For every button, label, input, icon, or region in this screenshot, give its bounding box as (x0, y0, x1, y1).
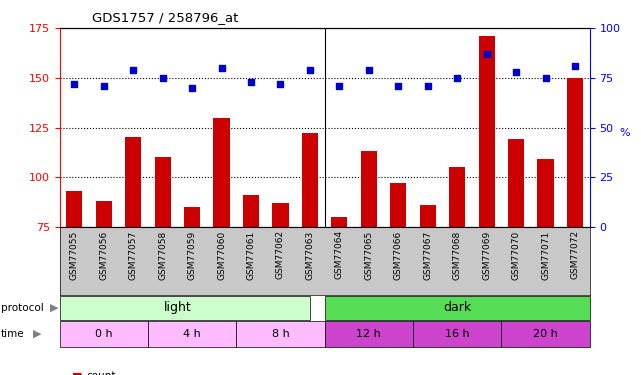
Text: 4 h: 4 h (183, 329, 201, 339)
Text: GSM77060: GSM77060 (217, 230, 226, 279)
Bar (237, 321, 324, 347)
Point (69, 81, 79, 87)
Text: GSM77055: GSM77055 (70, 230, 79, 279)
Text: count: count (87, 371, 116, 375)
Text: 8 h: 8 h (272, 329, 289, 339)
Text: light: light (163, 302, 191, 314)
Y-axis label: %: % (619, 128, 630, 138)
Text: 12 h: 12 h (356, 329, 381, 339)
Text: GSM77062: GSM77062 (276, 230, 285, 279)
Text: time: time (1, 329, 24, 339)
Bar (184, 207, 200, 227)
Bar (302, 134, 318, 227)
Text: GSM77068: GSM77068 (453, 230, 462, 279)
Text: GSM77059: GSM77059 (188, 230, 197, 279)
Text: GDS1757 / 258796_at: GDS1757 / 258796_at (92, 11, 238, 24)
Bar (420, 205, 436, 227)
Point (99, 83, 109, 89)
Text: GSM77066: GSM77066 (394, 230, 403, 279)
Text: 20 h: 20 h (533, 329, 558, 339)
Text: GSM77058: GSM77058 (158, 230, 167, 279)
Point (511, 69, 521, 75)
Bar (361, 152, 377, 227)
Bar (508, 140, 524, 227)
Point (246, 79, 256, 85)
Bar (537, 159, 554, 227)
Text: ▶: ▶ (33, 329, 42, 339)
Bar (449, 167, 465, 227)
Point (452, 75, 462, 81)
Text: GSM77072: GSM77072 (570, 230, 579, 279)
Bar (60, 321, 148, 347)
Bar (331, 217, 347, 227)
Text: GSM77056: GSM77056 (99, 230, 108, 279)
Bar (479, 36, 495, 227)
Point (393, 83, 403, 89)
Text: GSM77064: GSM77064 (335, 230, 344, 279)
Point (217, 65, 227, 71)
Text: GSM77067: GSM77067 (423, 230, 432, 279)
Text: dark: dark (443, 302, 471, 314)
Point (540, 75, 551, 81)
Bar (413, 321, 501, 347)
Text: GSM77061: GSM77061 (247, 230, 256, 279)
Text: GSM77071: GSM77071 (541, 230, 550, 279)
Bar (390, 183, 406, 227)
Bar (66, 191, 83, 227)
Point (128, 67, 138, 73)
Point (158, 75, 168, 81)
Point (305, 67, 315, 73)
Text: 0 h: 0 h (95, 329, 113, 339)
Text: ▶: ▶ (50, 303, 58, 313)
Bar (324, 321, 413, 347)
Point (570, 63, 580, 69)
Bar (272, 203, 288, 227)
Bar (96, 201, 112, 227)
Bar (60, 296, 310, 320)
Text: ■: ■ (72, 371, 83, 375)
Bar (243, 195, 259, 227)
Point (363, 67, 374, 73)
Bar (501, 321, 590, 347)
Bar (213, 118, 229, 227)
Point (187, 85, 197, 91)
Bar (125, 138, 141, 227)
Text: 16 h: 16 h (445, 329, 469, 339)
Bar (324, 296, 590, 320)
Text: GSM77063: GSM77063 (306, 230, 315, 279)
Text: GSM77065: GSM77065 (364, 230, 373, 279)
Point (422, 83, 433, 89)
Point (334, 83, 344, 89)
Text: GSM77070: GSM77070 (512, 230, 520, 279)
Text: GSM77057: GSM77057 (129, 230, 138, 279)
Text: protocol: protocol (1, 303, 44, 313)
Bar (567, 78, 583, 227)
Text: GSM77069: GSM77069 (482, 230, 491, 279)
Bar (154, 158, 171, 227)
Point (481, 51, 492, 57)
Point (276, 81, 286, 87)
Bar (148, 321, 237, 347)
